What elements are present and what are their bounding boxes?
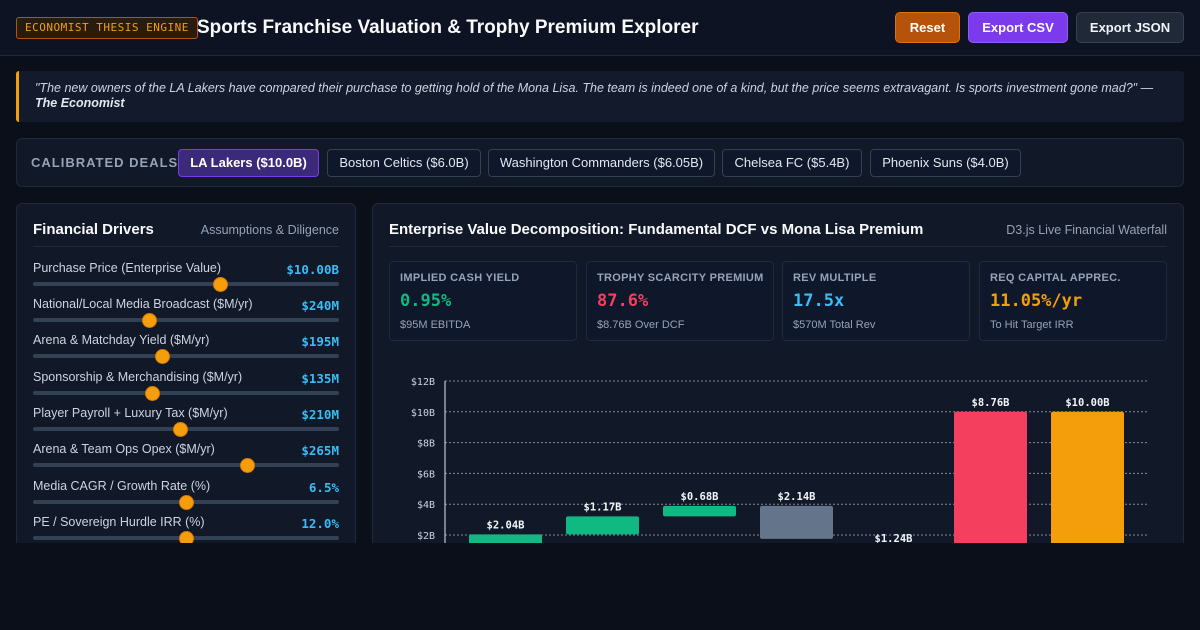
- kpi-sub: $570M Total Rev: [793, 319, 876, 331]
- kpi-sub: $95M EBITDA: [400, 319, 471, 331]
- y-tick-label: $8B: [417, 439, 435, 450]
- slider-label: Arena & Matchday Yield ($M/yr): [33, 333, 210, 347]
- reset-button[interactable]: Reset: [895, 12, 960, 43]
- quote-text: "The new owners of the LA Lakers have co…: [35, 81, 1154, 95]
- y-tick-label: $4B: [417, 500, 435, 511]
- divider: [33, 246, 339, 247]
- y-tick-label: $12B: [411, 377, 435, 388]
- kpi-label: REQ CAPITAL APPREC.: [990, 272, 1121, 284]
- slider-track[interactable]: [33, 354, 339, 358]
- slider-value: $135M: [301, 371, 339, 386]
- waterfall-bar[interactable]: [954, 411, 1027, 547]
- kpi-card-capital-appreciation: REQ CAPITAL APPREC. 11.05%/yr To Hit Tar…: [979, 261, 1167, 341]
- slider-label: Arena & Team Ops Opex ($M/yr): [33, 442, 215, 456]
- brand-badge: ECONOMIST THESIS ENGINE: [16, 17, 198, 39]
- slider-track[interactable]: [33, 391, 339, 395]
- kpi-card-cash-yield: IMPLIED CASH YIELD 0.95% $95M EBITDA: [389, 261, 577, 341]
- page-background: [0, 543, 1200, 630]
- export-csv-button[interactable]: Export CSV: [968, 12, 1068, 43]
- waterfall-bar[interactable]: [566, 516, 639, 535]
- kpi-card-rev-multiple: REV MULTIPLE 17.5x $570M Total Rev: [782, 261, 970, 341]
- slider-value: $210M: [301, 407, 339, 422]
- page-title: Sports Franchise Valuation & Trophy Prem…: [197, 17, 699, 38]
- kpi-value: 0.95%: [400, 291, 452, 311]
- slider-arena-matchday: Arena & Matchday Yield ($M/yr) $195M: [33, 333, 339, 364]
- slider-hurdle-irr: PE / Sovereign Hurdle IRR (%) 12.0%: [33, 515, 339, 546]
- waterfall-bar[interactable]: [1051, 411, 1124, 563]
- deal-chip-washington-commanders[interactable]: Washington Commanders ($6.05B): [488, 149, 715, 177]
- app-header: ECONOMIST THESIS ENGINE Sports Franchise…: [0, 0, 1200, 56]
- slider-purchase-price: Purchase Price (Enterprise Value) $10.00…: [33, 261, 339, 292]
- export-json-button[interactable]: Export JSON: [1076, 12, 1184, 43]
- thesis-quote: "The new owners of the LA Lakers have co…: [16, 71, 1184, 122]
- financial-drivers-panel: Financial Drivers Assumptions & Diligenc…: [16, 203, 356, 563]
- bar-value-label: $2.04B: [487, 519, 525, 531]
- slider-sponsorship: Sponsorship & Merchandising ($M/yr) $135…: [33, 370, 339, 401]
- kpi-value: 17.5x: [793, 291, 845, 311]
- bar-value-label: $1.17B: [584, 501, 622, 513]
- deal-chip-chelsea-fc[interactable]: Chelsea FC ($5.4B): [722, 149, 862, 177]
- drivers-title: Financial Drivers: [33, 221, 154, 238]
- deal-chip-phoenix-suns[interactable]: Phoenix Suns ($4.0B): [870, 149, 1021, 177]
- slider-value: $10.00B: [286, 262, 339, 277]
- waterfall-title: Enterprise Value Decomposition: Fundamen…: [389, 221, 924, 238]
- kpi-label: REV MULTIPLE: [793, 272, 877, 284]
- slider-label: National/Local Media Broadcast ($M/yr): [33, 297, 253, 311]
- quote-source: The Economist: [35, 96, 125, 110]
- bar-value-label: $2.14B: [778, 491, 816, 503]
- drivers-subtitle: Assumptions & Diligence: [200, 223, 339, 237]
- y-tick-label: $2B: [417, 531, 435, 542]
- slider-label: Player Payroll + Luxury Tax ($M/yr): [33, 406, 228, 420]
- slider-label: Media CAGR / Growth Rate (%): [33, 479, 211, 493]
- bar-value-label: $10.00B: [1065, 397, 1109, 409]
- slider-value: $195M: [301, 334, 339, 349]
- deals-label: CALIBRATED DEALS:: [31, 155, 184, 170]
- slider-track[interactable]: [33, 463, 339, 467]
- slider-value: $240M: [301, 298, 339, 313]
- bar-value-label: $8.76B: [972, 397, 1010, 409]
- slider-track[interactable]: [33, 282, 339, 286]
- divider: [389, 246, 1167, 247]
- slider-thumb[interactable]: [145, 386, 161, 401]
- slider-thumb[interactable]: [240, 458, 256, 473]
- slider-media-cagr: Media CAGR / Growth Rate (%) 6.5%: [33, 479, 339, 510]
- slider-track[interactable]: [33, 318, 339, 322]
- waterfall-subtitle: D3.js Live Financial Waterfall: [1006, 223, 1167, 237]
- slider-thumb[interactable]: [172, 422, 188, 437]
- kpi-sub: To Hit Target IRR: [990, 319, 1074, 331]
- kpi-label: IMPLIED CASH YIELD: [400, 272, 520, 284]
- slider-label: Purchase Price (Enterprise Value): [33, 261, 222, 275]
- deal-chip-boston-celtics[interactable]: Boston Celtics ($6.0B): [327, 149, 481, 177]
- slider-thumb[interactable]: [142, 313, 158, 328]
- y-tick-label: $6B: [417, 469, 435, 480]
- bar-value-label: $0.68B: [681, 491, 719, 503]
- kpi-sub: $8.76B Over DCF: [597, 319, 685, 331]
- bar-value-label: $1.24B: [875, 533, 913, 545]
- slider-label: PE / Sovereign Hurdle IRR (%): [33, 515, 205, 529]
- valuation-waterfall-panel: Enterprise Value Decomposition: Fundamen…: [372, 203, 1184, 563]
- waterfall-bar[interactable]: [760, 505, 833, 539]
- slider-value: $265M: [301, 443, 339, 458]
- waterfall-bar[interactable]: [663, 505, 736, 517]
- slider-value: 6.5%: [308, 480, 339, 495]
- calibrated-deals-bar: CALIBRATED DEALS: LA Lakers ($10.0B) Bos…: [16, 138, 1184, 187]
- slider-player-payroll: Player Payroll + Luxury Tax ($M/yr) $210…: [33, 406, 339, 437]
- y-tick-label: $10B: [411, 408, 435, 419]
- slider-thumb[interactable]: [212, 277, 228, 292]
- kpi-card-trophy-premium: TROPHY SCARCITY PREMIUM 87.6% $8.76B Ove…: [586, 261, 774, 341]
- slider-thumb[interactable]: [154, 349, 170, 364]
- slider-label: Sponsorship & Merchandising ($M/yr): [33, 370, 243, 384]
- slider-value: 12.0%: [301, 516, 339, 531]
- kpi-label: TROPHY SCARCITY PREMIUM: [597, 272, 764, 284]
- deal-chip-la-lakers[interactable]: LA Lakers ($10.0B): [178, 149, 319, 177]
- slider-media-broadcast: National/Local Media Broadcast ($M/yr) $…: [33, 297, 339, 328]
- kpi-value: 87.6%: [597, 291, 649, 311]
- waterfall-chart: $2B $4B $6B $8B $10B $12B $2.04B $1.17B $0.68B $2…: [411, 377, 1147, 563]
- slider-thumb[interactable]: [179, 495, 194, 510]
- slider-team-opex: Arena & Team Ops Opex ($M/yr) $265M: [33, 442, 339, 473]
- kpi-value: 11.05%/yr: [990, 291, 1083, 311]
